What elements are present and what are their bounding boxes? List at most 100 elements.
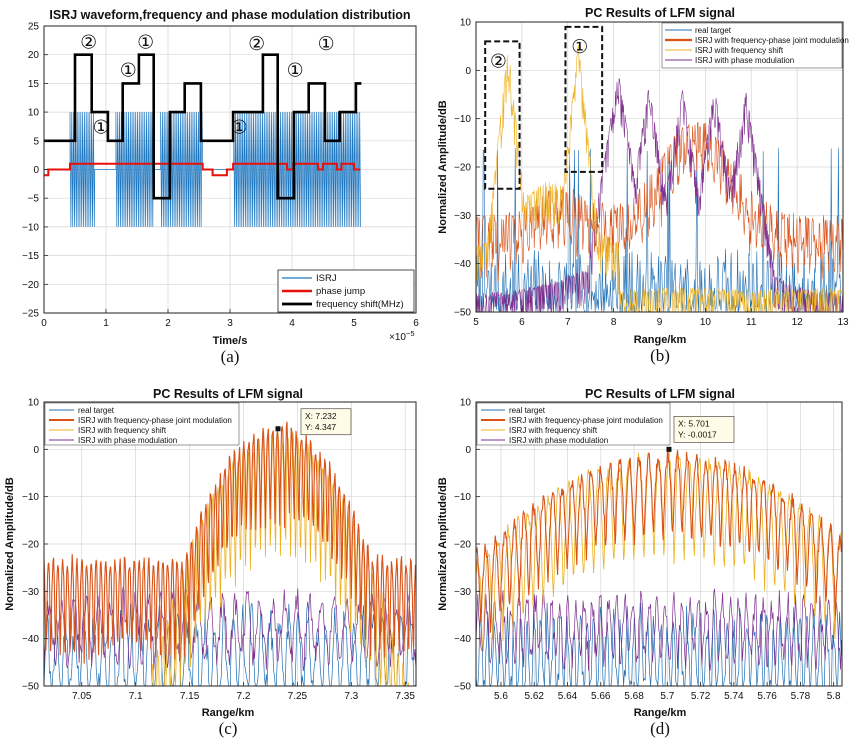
- legend-label-isrj: ISRJ: [316, 273, 337, 284]
- y-tick-label: −25: [22, 309, 39, 320]
- datatip-box: [673, 416, 735, 443]
- panel-b-legend: real target ISRJ with frequency-phase jo…: [661, 22, 849, 69]
- circled-number-annotation: ①: [120, 60, 137, 82]
- y-tick-label: 0: [33, 165, 39, 176]
- joint-modulation-line: [475, 450, 842, 633]
- panel-d-legend-freq: ISRJ with frequency shift: [509, 426, 598, 435]
- panel-c-ticks: 7.05 7.1 7.15 7.2 7.25 7.3 7.35 −50 −40 −30 −20 −10…: [22, 398, 415, 703]
- circled-number-annotation: ①: [93, 116, 110, 138]
- y-tick-label: 5: [33, 136, 39, 147]
- x-tick-label: 13: [837, 317, 849, 328]
- y-tick-label: −20: [454, 540, 471, 551]
- panel-a-title: ISRJ waveform,frequency and phase modula…: [49, 8, 410, 22]
- x-tick-label: 7.35: [395, 691, 415, 702]
- panel-c-legend-freq: ISRJ with frequency shift: [78, 426, 167, 435]
- y-tick-label: 0: [465, 445, 471, 456]
- phase-modulation-line: [475, 588, 842, 671]
- x-tick-label: 5.74: [724, 691, 744, 702]
- datatip-x-value: X: 7.232: [305, 411, 337, 421]
- x-tick-label: 0: [41, 318, 47, 329]
- panel-b-title: PC Results of LFM signal: [585, 6, 735, 20]
- x-tick-label: 5.78: [791, 691, 811, 702]
- y-tick-label: 10: [28, 108, 40, 119]
- joint-modulation-line: [43, 421, 416, 664]
- panel-b-xlabel: Range/km: [634, 334, 687, 346]
- x-tick-label: 5.62: [524, 691, 544, 702]
- y-tick-label: −20: [22, 280, 39, 291]
- phase-modulation-line: [475, 78, 844, 314]
- panel-d-legend: real target ISRJ with frequency-phase jo…: [476, 402, 671, 446]
- y-tick-label: −30: [454, 587, 471, 598]
- x-tick-label: 7.25: [288, 691, 308, 702]
- x-tick-label: 1: [103, 318, 109, 329]
- x-tick-label: 7.3: [344, 691, 358, 702]
- circled-number-annotation: ②: [248, 33, 265, 55]
- panel-d-ylabel: Normalized Amplitude/dB: [437, 477, 449, 610]
- y-tick-label: −30: [22, 587, 39, 598]
- y-tick-label: 0: [33, 445, 39, 456]
- y-tick-label: −5: [28, 194, 40, 205]
- y-tick-label: −30: [454, 211, 471, 222]
- y-tick-label: 15: [28, 79, 40, 90]
- y-tick-label: −15: [22, 251, 39, 262]
- legend-label-phase-jump: phase jump: [316, 286, 365, 297]
- phase-jump-line: [44, 162, 361, 177]
- y-tick-label: −10: [22, 222, 39, 233]
- y-tick-label: 10: [460, 398, 472, 409]
- x-tick-label: 9: [657, 317, 663, 328]
- circled-number-annotation: ②: [490, 50, 507, 72]
- datatip-y-value: Y: 4.347: [305, 422, 336, 432]
- datatip-box: [300, 408, 352, 436]
- panel-b-caption: (b): [650, 346, 670, 365]
- panel-c-legend-joint: ISRJ with frequency-phase joint modulati…: [78, 416, 232, 425]
- x-tick-label: 4: [289, 318, 295, 329]
- circled-number-annotation: ①: [231, 116, 248, 138]
- circled-number-annotation: ②: [80, 31, 97, 53]
- panel-c-title: PC Results of LFM signal: [153, 387, 303, 401]
- panel-c: PC Results of LFM signal 7.05 7.1 7.15 7.2 7…: [4, 387, 417, 738]
- panel-b-legend-freq: ISRJ with frequency shift: [695, 46, 784, 55]
- y-tick-label: −10: [22, 492, 39, 503]
- panel-d-ticks: 5.6 5.62 5.64 5.66 5.68 5.7 5.72 5.74 5.76 5.78 5.…: [454, 398, 841, 703]
- y-tick-label: −10: [454, 114, 471, 125]
- y-tick-label: −10: [454, 492, 471, 503]
- panel-a-x-exponent: ×10−5: [389, 329, 415, 343]
- panel-d-legend-phase: ISRJ with phase modulation: [509, 436, 608, 445]
- x-tick-label: 5.66: [591, 691, 611, 702]
- y-tick-label: −40: [454, 259, 471, 270]
- panel-c-caption: (c): [219, 719, 238, 738]
- panel-a-caption: (a): [221, 347, 240, 366]
- panel-d-caption: (d): [650, 719, 670, 738]
- panel-d: PC Results of LFM signal 5.6 5.62 5.64 5.66…: [437, 387, 843, 738]
- y-tick-label: 20: [28, 50, 40, 61]
- phase-modulation-line: [43, 585, 417, 672]
- x-tick-label: 7.15: [180, 691, 200, 702]
- y-tick-label: 25: [28, 22, 40, 33]
- panel-b-data: [475, 44, 844, 314]
- x-tick-label: 5.6: [494, 691, 508, 702]
- x-tick-label: 8: [611, 317, 617, 328]
- panel-b-annotations: ②①: [484, 25, 604, 190]
- y-tick-label: −20: [454, 163, 471, 174]
- y-tick-label: −50: [454, 682, 471, 693]
- y-tick-label: −50: [22, 682, 39, 693]
- panel-a-xlabel: Time/s: [213, 335, 248, 347]
- y-tick-label: −50: [454, 308, 471, 319]
- panel-a: ISRJ waveform,frequency and phase modula…: [22, 8, 419, 366]
- x-tick-label: 5: [473, 317, 479, 328]
- x-tick-label: 11: [746, 317, 757, 328]
- panel-a-legend: ISRJ phase jump frequency shift(MHz): [277, 269, 415, 313]
- circled-number-annotation: ①: [318, 33, 335, 55]
- y-tick-label: 10: [28, 398, 40, 409]
- x-tick-label: 5.7: [660, 691, 674, 702]
- dashed-highlight-box: [564, 25, 604, 173]
- circled-number-annotation: ①: [137, 31, 154, 53]
- datatip-marker: [666, 446, 672, 452]
- panel-c-legend-box: [44, 402, 240, 446]
- panel-b-legend-phase: ISRJ with phase modulation: [695, 56, 794, 65]
- x-tick-label: 6: [519, 317, 525, 328]
- panel-a-ticks: 0 1 2 3 4 5 6 −25 −20 −15 −10 −5 0 5 10 15 20 25: [22, 22, 419, 330]
- panel-b: PC Results of LFM signal 5 6 7 8 9 10 11 12 13 −5…: [437, 6, 849, 365]
